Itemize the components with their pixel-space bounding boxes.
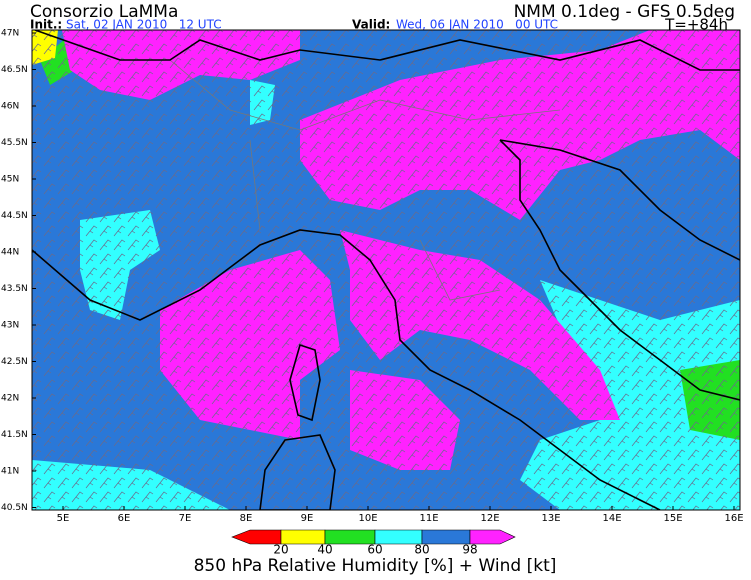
lon-label: 8E — [240, 513, 253, 524]
header-title: Consorzio LaMMa — [30, 2, 178, 22]
lat-label: 45.5N — [1, 138, 28, 148]
country-border — [169, 59, 561, 301]
legend-tick-label: 40 — [317, 543, 332, 557]
wind-barbs — [32, 30, 740, 510]
legend-tick-label: 60 — [367, 543, 382, 557]
lon-label: 7E — [179, 513, 192, 524]
lat-label: 44.5N — [1, 211, 28, 221]
country-border — [34, 30, 740, 71]
lat-label: 41.5N — [1, 430, 28, 440]
map-field — [32, 30, 740, 510]
sardinia — [259, 434, 336, 510]
lon-label: 13E — [541, 513, 560, 524]
lat-label: 40.5N — [1, 503, 28, 513]
legend-caption: 850 hPa Relative Humidity [%] + Wind [kt… — [194, 556, 557, 576]
init-label: Init.: — [30, 18, 62, 32]
lon-label: 16E — [724, 513, 743, 524]
map-frame — [31, 29, 741, 511]
corsica — [289, 343, 321, 422]
lon-label: 5E — [57, 513, 70, 524]
init-time: Sat, 02 JAN 2010 12 UTC — [66, 18, 222, 32]
lat-label: 41N — [1, 467, 19, 477]
lat-label: 45N — [1, 175, 19, 185]
lon-label: 11E — [419, 513, 438, 524]
lon-label: 6E — [118, 513, 131, 524]
axes: 47N 46.5N 46N 45.5N 45N 44.5N 44N 43.5N 43N 42.5N… — [1, 29, 744, 525]
lat-label: 46.5N — [1, 65, 28, 75]
valid-time: Wed, 06 JAN 2010 00 UTC — [396, 18, 558, 32]
lat-label: 43N — [1, 321, 19, 331]
lat-label: 44N — [1, 248, 19, 258]
lon-label: 15E — [663, 513, 682, 524]
header-model: NMM 0.1deg - GFS 0.5deg — [514, 2, 735, 22]
lat-label: 43.5N — [1, 284, 28, 294]
legend-swatch — [469, 529, 516, 545]
coastline — [499, 139, 740, 261]
lon-label: 12E — [480, 513, 499, 524]
lat-label: 47N — [1, 29, 19, 39]
lon-label: 10E — [358, 513, 377, 524]
lead-time: T=+84h — [664, 16, 728, 34]
lon-label: 14E — [602, 513, 621, 524]
coastline — [499, 139, 740, 401]
legend: 20 40 60 80 98 — [231, 529, 516, 557]
lat-label: 42.5N — [1, 357, 28, 367]
lat-label: 42N — [1, 394, 19, 404]
lat-label: 46N — [1, 102, 19, 112]
legend-tick-label: 98 — [462, 543, 477, 557]
valid-label: Valid: — [352, 18, 390, 32]
legend-tick-label: 80 — [414, 543, 429, 557]
legend-tick-label: 20 — [273, 543, 288, 557]
lon-label: 9E — [301, 513, 314, 524]
coastline — [32, 229, 661, 510]
